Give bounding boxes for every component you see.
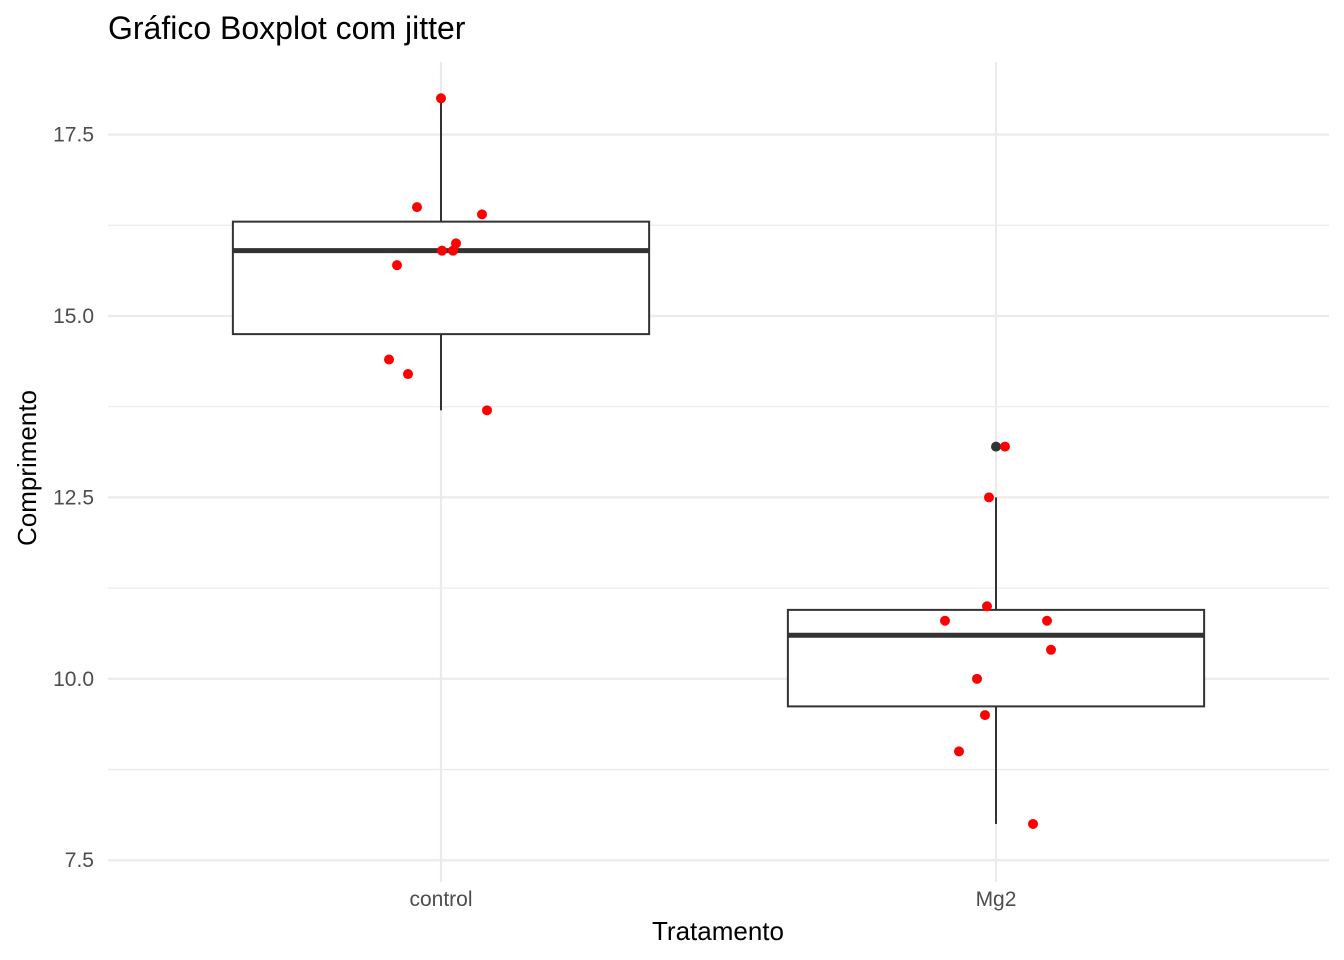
- data-point: [972, 673, 982, 684]
- y-tick-label: 7.5: [65, 849, 94, 872]
- x-axis-title: Tratamento: [652, 916, 784, 946]
- data-point: [984, 492, 994, 503]
- x-tick-label: Mg2: [976, 888, 1017, 911]
- data-point: [436, 93, 446, 104]
- box: [786, 608, 1206, 708]
- data-point: [1000, 441, 1010, 452]
- data-point: [482, 405, 492, 416]
- data-point: [982, 601, 992, 612]
- y-tick-label: 10.0: [53, 668, 94, 691]
- box: [231, 220, 651, 336]
- grid-lines: [108, 62, 1329, 882]
- y-tick-label: 17.5: [53, 124, 94, 147]
- data-point: [412, 202, 422, 213]
- jitter-points: [384, 93, 1056, 829]
- data-point: [1046, 644, 1056, 655]
- y-tick-label: 15.0: [53, 305, 94, 328]
- y-tick-label: 12.5: [53, 486, 94, 509]
- y-axis-title: Comprimento: [12, 390, 42, 546]
- data-point: [392, 260, 402, 271]
- data-point: [448, 245, 458, 256]
- data-point: [477, 209, 487, 220]
- data-point: [437, 245, 447, 256]
- data-point: [384, 354, 394, 365]
- chart-title: Gráfico Boxplot com jitter: [108, 10, 466, 46]
- outlier-point: [991, 441, 1001, 452]
- y-tick-labels: 7.5 10.0 12.5 15.0 17.5: [53, 124, 94, 873]
- x-tick-label: control: [409, 888, 472, 911]
- data-point: [1028, 818, 1038, 829]
- x-tick-labels: control Mg2: [409, 888, 1016, 911]
- data-point: [1042, 615, 1052, 626]
- data-point: [940, 615, 950, 626]
- boxes: [231, 98, 1206, 824]
- data-point: [403, 369, 413, 380]
- data-point: [980, 710, 990, 721]
- data-point: [954, 746, 964, 757]
